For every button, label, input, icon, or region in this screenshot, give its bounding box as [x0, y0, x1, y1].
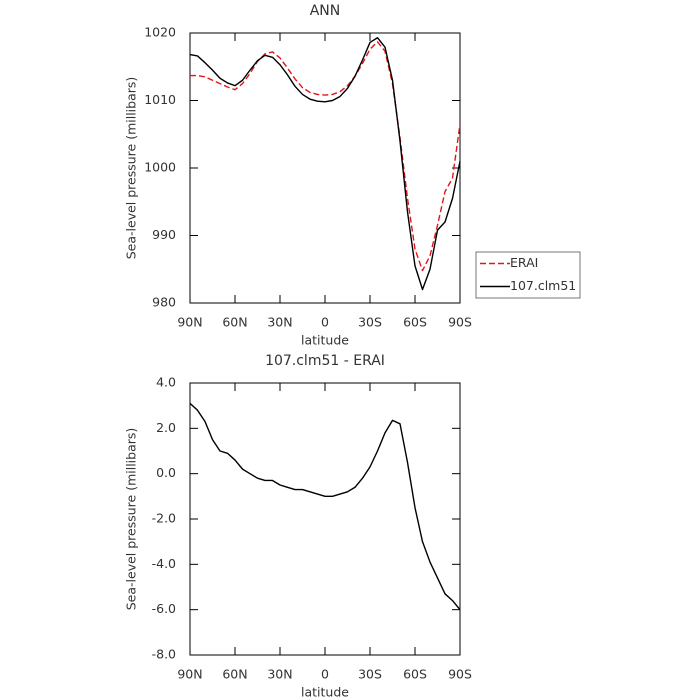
- y-tick-label: 1000: [144, 160, 176, 175]
- legend-label: 107.clm51: [510, 278, 576, 293]
- x-axis-label: latitude: [301, 685, 349, 700]
- x-axis-label: latitude: [301, 333, 349, 348]
- y-tick-label: -2.0: [152, 511, 176, 526]
- x-tick-label: 60N: [222, 667, 247, 682]
- x-tick-label: 0: [321, 667, 329, 682]
- x-tick-label: 30N: [267, 315, 292, 330]
- legend-box: [475, 251, 581, 299]
- x-tick-label: 30S: [358, 315, 382, 330]
- x-tick-label: 90N: [177, 667, 202, 682]
- legend-label: ERAI: [510, 255, 538, 270]
- plot-frame: [189, 382, 461, 656]
- y-tick-label: 990: [152, 227, 176, 242]
- data-line: [189, 37, 461, 291]
- y-tick-label: -4.0: [152, 556, 176, 571]
- chart-title: ANN: [310, 3, 341, 19]
- y-tick-label: 0.0: [156, 465, 176, 480]
- data-line: [190, 41, 461, 272]
- y-tick-label: 4.0: [156, 375, 176, 390]
- y-tick-label: 1010: [144, 92, 176, 107]
- y-axis-label: Sea-level pressure (millibars): [124, 428, 139, 611]
- x-tick-label: 90N: [177, 315, 202, 330]
- x-tick-label: 60N: [222, 315, 247, 330]
- x-tick-label: 90S: [448, 315, 472, 330]
- x-tick-label: 60S: [403, 667, 427, 682]
- x-tick-label: 90S: [448, 667, 472, 682]
- y-tick-label: -8.0: [152, 647, 176, 662]
- y-tick-label: 1020: [144, 25, 176, 40]
- y-tick-label: -6.0: [152, 601, 176, 616]
- x-tick-label: 60S: [403, 315, 427, 330]
- plot: ANN latitude Sea-level pressure (millibars…: [124, 3, 581, 348]
- y-tick-label: 2.0: [156, 420, 176, 435]
- chart-title: 107.clm51 - ERAI: [265, 353, 385, 369]
- plot: 107.clm51 - ERAI latitude Sea-level pressu…: [124, 353, 472, 700]
- y-tick-label: 980: [152, 295, 176, 310]
- x-tick-label: 30S: [358, 667, 382, 682]
- x-tick-label: 0: [321, 315, 329, 330]
- data-line: [189, 402, 461, 611]
- y-axis-label: Sea-level pressure (millibars): [124, 77, 139, 260]
- x-tick-label: 30N: [267, 667, 292, 682]
